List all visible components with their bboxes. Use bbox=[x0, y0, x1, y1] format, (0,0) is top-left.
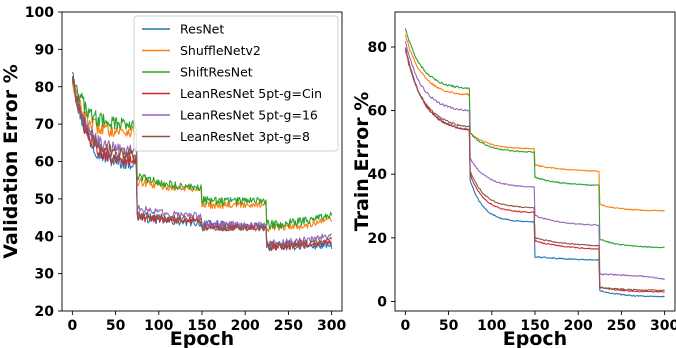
y-tick-label: 50 bbox=[35, 192, 55, 208]
x-tick-label: 100 bbox=[477, 318, 506, 334]
series-line-leanresnet-3pt-g-8 bbox=[71, 76, 333, 250]
legend-label: LeanResNet 5pt-g=Cin bbox=[180, 86, 322, 101]
legend-item-shufflenetv2: ShuffleNetv2 bbox=[142, 43, 261, 58]
y-tick-label: 60 bbox=[35, 155, 55, 171]
legend-item-shiftresnet: ShiftResNet bbox=[142, 65, 253, 80]
y-axis-label: Validation Error % bbox=[0, 64, 22, 259]
validation-error-chart: 0 50 100 150 200 250 3002030405060708090100Epo… bbox=[0, 5, 346, 348]
x-tick-label: 150 bbox=[187, 318, 216, 334]
x-tick-label: 100 bbox=[144, 318, 173, 334]
legend-item-leanresnet-3pt-g-8: LeanResNet 3pt-g=8 bbox=[142, 129, 310, 144]
legend-label: ShiftResNet bbox=[180, 65, 253, 80]
legend-label: ShuffleNetv2 bbox=[180, 43, 261, 58]
series-line-leanresnet-3pt-g-8 bbox=[404, 50, 665, 292]
y-tick-label: 40 bbox=[35, 229, 55, 245]
y-tick-label: 30 bbox=[35, 267, 55, 283]
y-tick-label: 20 bbox=[368, 231, 388, 247]
train-error-chart: 0 50 100 150 200 250 300 0 20 40 60 80 Epoch Train Er… bbox=[351, 11, 676, 348]
y-tick-label: 70 bbox=[35, 117, 55, 133]
series-line-resnet bbox=[404, 47, 665, 298]
legend-label: LeanResNet 5pt-g=16 bbox=[180, 108, 318, 123]
legend-label: LeanResNet 3pt-g=8 bbox=[180, 129, 310, 144]
x-tick-label: 50 bbox=[439, 318, 459, 334]
x-tick-label: 250 bbox=[607, 318, 636, 334]
x-tick-label: 0 bbox=[67, 318, 77, 334]
x-tick-label: 50 bbox=[106, 318, 126, 334]
y-tick-label: 0 bbox=[377, 294, 387, 310]
y-tick-label: 20 bbox=[35, 304, 55, 320]
x-tick-label: 200 bbox=[231, 318, 260, 334]
x-tick-label: 300 bbox=[650, 318, 676, 334]
plot-lines bbox=[71, 71, 333, 252]
y-tick-label: 100 bbox=[25, 5, 54, 21]
x-axis-label: Epoch bbox=[170, 328, 234, 348]
y-tick-label: 80 bbox=[35, 80, 55, 96]
legend-item-leanresnet-5pt-g-16: LeanResNet 5pt-g=16 bbox=[142, 108, 318, 123]
x-tick-label: 150 bbox=[520, 318, 549, 334]
x-axis-label: Epoch bbox=[503, 328, 567, 348]
series-line-shiftresnet bbox=[404, 28, 665, 249]
y-tick-label: 60 bbox=[368, 104, 388, 120]
y-tick-label: 40 bbox=[368, 167, 388, 183]
plot-lines bbox=[404, 28, 665, 298]
legend-label: ResNet bbox=[180, 22, 224, 37]
series-line-shiftresnet bbox=[71, 71, 333, 230]
x-tick-label: 200 bbox=[564, 318, 593, 334]
series-line-leanresnet-5pt-g-16 bbox=[404, 40, 665, 280]
y-axis-label: Train Error % bbox=[351, 92, 373, 232]
series-line-leanresnet-5pt-g-cin bbox=[404, 47, 665, 293]
x-tick-label: 0 bbox=[400, 318, 410, 334]
y-tick-label: 80 bbox=[368, 40, 388, 56]
x-tick-label: 250 bbox=[274, 318, 303, 334]
y-tick-label: 90 bbox=[35, 42, 55, 58]
legend-item-leanresnet-5pt-g-cin: LeanResNet 5pt-g=Cin bbox=[142, 86, 322, 101]
legend: ResNet ShuffleNetv2 ShiftResNet LeanResNet … bbox=[133, 15, 339, 152]
legend-item-resnet: ResNet bbox=[142, 22, 224, 37]
legend-box bbox=[133, 15, 339, 152]
x-tick-label: 300 bbox=[317, 318, 346, 334]
